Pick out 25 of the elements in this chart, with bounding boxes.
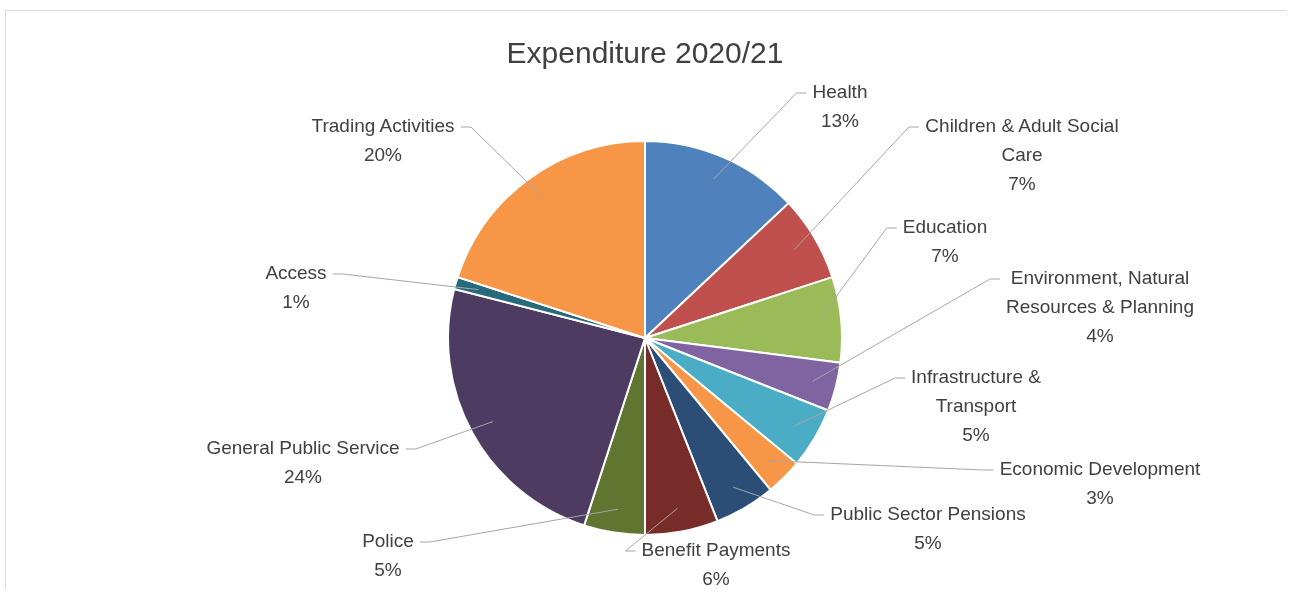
data-label: 7% — [1008, 173, 1036, 195]
data-label: 5% — [962, 424, 990, 446]
slice-label: Education — [902, 216, 988, 238]
data-label: 6% — [702, 568, 730, 590]
slice-label: Access — [265, 262, 327, 284]
data-label: 7% — [931, 245, 959, 267]
slice-label: Public Sector Pensions — [830, 503, 1026, 525]
data-label: 4% — [1086, 325, 1114, 347]
data-label: 24% — [283, 466, 323, 488]
slice-label: Police — [362, 530, 414, 552]
chart-title: Expenditure 2020/21 — [506, 36, 784, 70]
slice-label: General Public Service — [206, 437, 400, 459]
data-label: 5% — [374, 559, 402, 581]
data-label: 13% — [820, 110, 860, 132]
slice-label: Benefit Payments — [641, 539, 791, 561]
data-label: 3% — [1086, 487, 1114, 509]
slice-label: Health — [812, 81, 868, 103]
slice-label: Economic Development — [999, 458, 1202, 480]
slice-label: Infrastructure & Transport — [911, 366, 1042, 417]
data-label: 5% — [914, 532, 942, 554]
data-label: 20% — [363, 144, 403, 166]
data-label: 1% — [282, 291, 310, 313]
slice-label: Children & Adult Social Care — [925, 115, 1119, 166]
slice-label: Environment, Natural Resources & Planning — [1006, 267, 1194, 318]
slice-label: Trading Activities — [311, 115, 455, 137]
